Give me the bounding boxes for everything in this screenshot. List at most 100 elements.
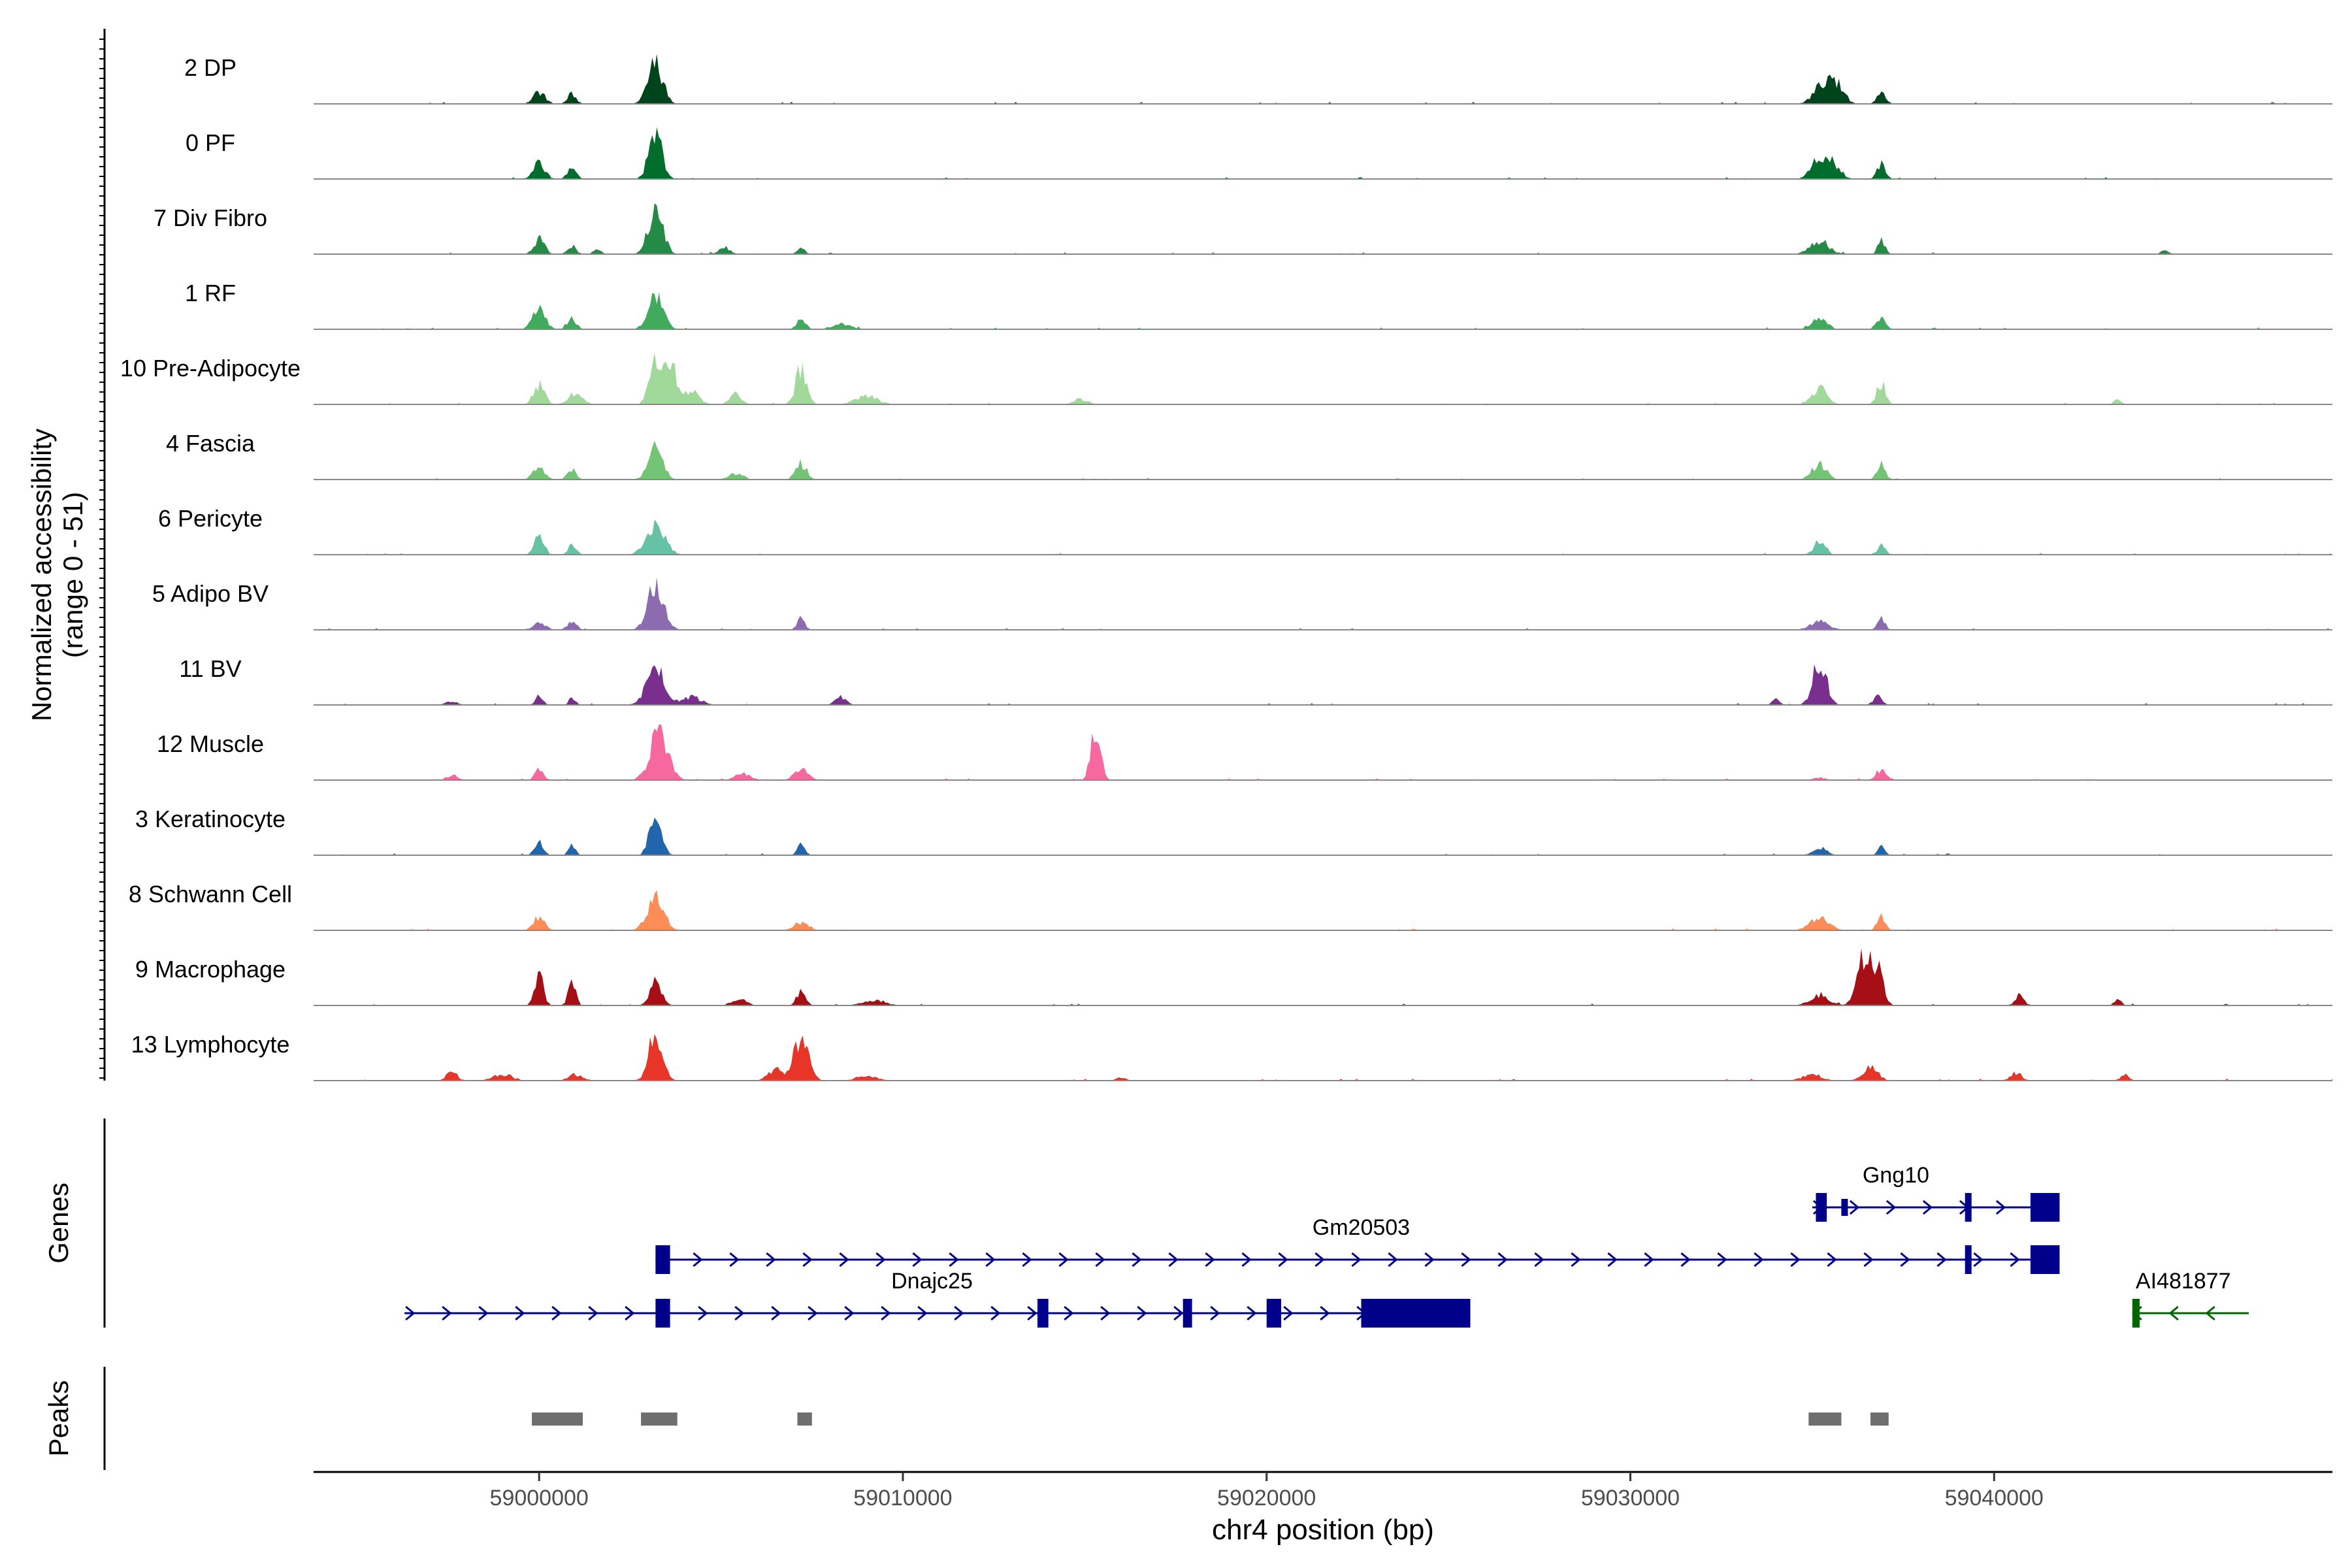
coverage-y-ticks xyxy=(99,39,105,1079)
strand-chevron xyxy=(1320,1305,1330,1321)
track-1: 0 PF xyxy=(186,127,2332,180)
strand-chevron xyxy=(693,1252,703,1267)
strand-chevron xyxy=(1022,1252,1032,1267)
coverage-area-4 xyxy=(314,352,2332,404)
strand-chevron xyxy=(1936,1252,1947,1267)
coverage-area-7 xyxy=(314,577,2332,630)
gene-annotation-track: Gng10 Gm20503 Dnajc25 AI481877 xyxy=(404,1163,2249,1328)
coverage-area-3 xyxy=(314,292,2332,329)
track-5: 4 Fascia xyxy=(166,430,2332,480)
exon xyxy=(2132,1299,2140,1328)
strand-chevron xyxy=(1168,1252,1179,1267)
strand-chevron xyxy=(1607,1252,1618,1267)
strand-chevron xyxy=(1790,1252,1801,1267)
gene-Dnajc25: Dnajc25 xyxy=(404,1269,1471,1328)
track-label: 4 Fascia xyxy=(166,430,255,457)
strand-chevron xyxy=(1132,1252,1142,1267)
gene-name-label: Gm20503 xyxy=(1313,1215,1410,1240)
strand-chevron xyxy=(2205,1305,2215,1321)
strand-chevron xyxy=(698,1305,708,1321)
strand-chevron xyxy=(1247,1305,1257,1321)
exon xyxy=(655,1299,670,1328)
track-7: 5 Adipo BV xyxy=(152,577,2332,630)
y-axis-title-line1: Normalized accessibility xyxy=(26,429,57,721)
strand-chevron xyxy=(1534,1252,1544,1267)
peak-region xyxy=(532,1413,583,1426)
strand-chevron xyxy=(1241,1252,1252,1267)
y-axis-title-line2: (range 0 - 51) xyxy=(57,492,88,658)
track-label: 5 Adipo BV xyxy=(152,580,269,607)
strand-chevron xyxy=(515,1305,525,1321)
strand-chevron xyxy=(1863,1252,1874,1267)
strand-chevron xyxy=(1754,1252,1764,1267)
strand-chevron xyxy=(1058,1252,1069,1267)
coverage-tracks: 2 DP 0 PF 7 Div Fibro 1 RF 10 Pre-Adipocyte 4… xyxy=(120,54,2332,1081)
track-2: 7 Div Fibro xyxy=(154,203,2332,255)
coverage-area-9 xyxy=(314,724,2332,780)
coverage-area-6 xyxy=(314,519,2332,555)
strand-chevron xyxy=(2010,1252,2020,1267)
genes-track-label: Genes xyxy=(43,1183,74,1264)
strand-chevron xyxy=(1973,1252,1984,1267)
x-tick-label: 59000000 xyxy=(490,1486,589,1511)
strand-chevron xyxy=(985,1252,996,1267)
track-label: 9 Macrophage xyxy=(135,956,286,983)
x-tick-label: 59040000 xyxy=(1945,1486,2044,1511)
coverage-area-5 xyxy=(314,440,2332,480)
track-13: 13 Lymphocyte xyxy=(131,1031,2332,1081)
strand-chevron xyxy=(1461,1252,1471,1267)
strand-chevron xyxy=(875,1252,886,1267)
strand-chevron xyxy=(478,1305,489,1321)
strand-chevron xyxy=(1095,1252,1105,1267)
strand-chevron xyxy=(1922,1200,1933,1215)
strand-chevron xyxy=(802,1252,813,1267)
exon xyxy=(1965,1193,1972,1222)
gene-Gm20503: Gm20503 xyxy=(655,1215,2060,1274)
strand-chevron xyxy=(1995,1200,2006,1215)
exon xyxy=(1037,1299,1049,1328)
coverage-area-1 xyxy=(314,127,2332,179)
strand-chevron xyxy=(405,1305,416,1321)
strand-chevron xyxy=(912,1252,923,1267)
gene-name-label: Gng10 xyxy=(1863,1163,1929,1188)
x-axis-ticks: 59000000 59010000 59020000 59030000 59040000 xyxy=(490,1472,2044,1511)
strand-chevron xyxy=(1064,1305,1074,1321)
exon xyxy=(1816,1193,1827,1222)
strand-chevron xyxy=(1680,1252,1691,1267)
strand-chevron xyxy=(551,1305,562,1321)
strand-chevron xyxy=(1315,1252,1325,1267)
strand-chevron xyxy=(808,1305,818,1321)
strand-chevron xyxy=(1717,1252,1727,1267)
track-0: 2 DP xyxy=(184,54,2332,105)
exon xyxy=(1361,1299,1471,1328)
strand-chevron xyxy=(1827,1252,1837,1267)
exon xyxy=(2030,1245,2060,1274)
strand-chevron xyxy=(766,1252,776,1267)
strand-chevron xyxy=(1205,1252,1215,1267)
coverage-area-13 xyxy=(314,1034,2332,1081)
strand-chevron xyxy=(442,1305,452,1321)
exon xyxy=(2030,1193,2060,1222)
strand-chevron xyxy=(1173,1305,1184,1321)
x-tick-label: 59030000 xyxy=(1581,1486,1680,1511)
track-6: 6 Pericyte xyxy=(158,505,2332,555)
strand-chevron xyxy=(917,1305,928,1321)
strand-chevron xyxy=(1900,1252,1910,1267)
strand-chevron xyxy=(2168,1305,2179,1321)
track-label: 6 Pericyte xyxy=(158,505,263,532)
exon xyxy=(1183,1299,1192,1328)
strand-chevron xyxy=(949,1252,959,1267)
strand-chevron xyxy=(771,1305,781,1321)
peak-region xyxy=(1870,1413,1889,1426)
track-label: 0 PF xyxy=(186,129,235,156)
coverage-area-10 xyxy=(314,817,2332,855)
strand-chevron xyxy=(1571,1252,1581,1267)
gene-name-label: AI481877 xyxy=(2136,1269,2231,1294)
strand-chevron xyxy=(734,1305,745,1321)
strand-chevron xyxy=(1100,1305,1111,1321)
exon xyxy=(655,1245,670,1274)
track-label: 13 Lymphocyte xyxy=(131,1031,290,1058)
peak-region xyxy=(797,1413,812,1426)
x-tick-label: 59020000 xyxy=(1217,1486,1316,1511)
strand-chevron xyxy=(1644,1252,1654,1267)
